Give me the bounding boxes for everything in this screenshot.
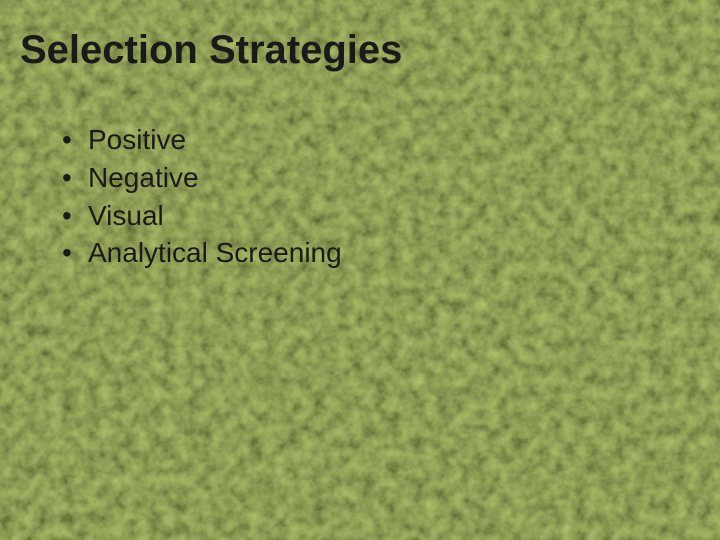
bullet-item: Negative bbox=[62, 159, 700, 197]
bullet-item: Visual bbox=[62, 197, 700, 235]
slide-title: Selection Strategies bbox=[20, 28, 700, 73]
bullet-item: Analytical Screening bbox=[62, 234, 700, 272]
bullet-item: Positive bbox=[62, 121, 700, 159]
slide-content: Selection Strategies Positive Negative V… bbox=[0, 0, 720, 300]
bullet-list: Positive Negative Visual Analytical Scre… bbox=[20, 121, 700, 272]
